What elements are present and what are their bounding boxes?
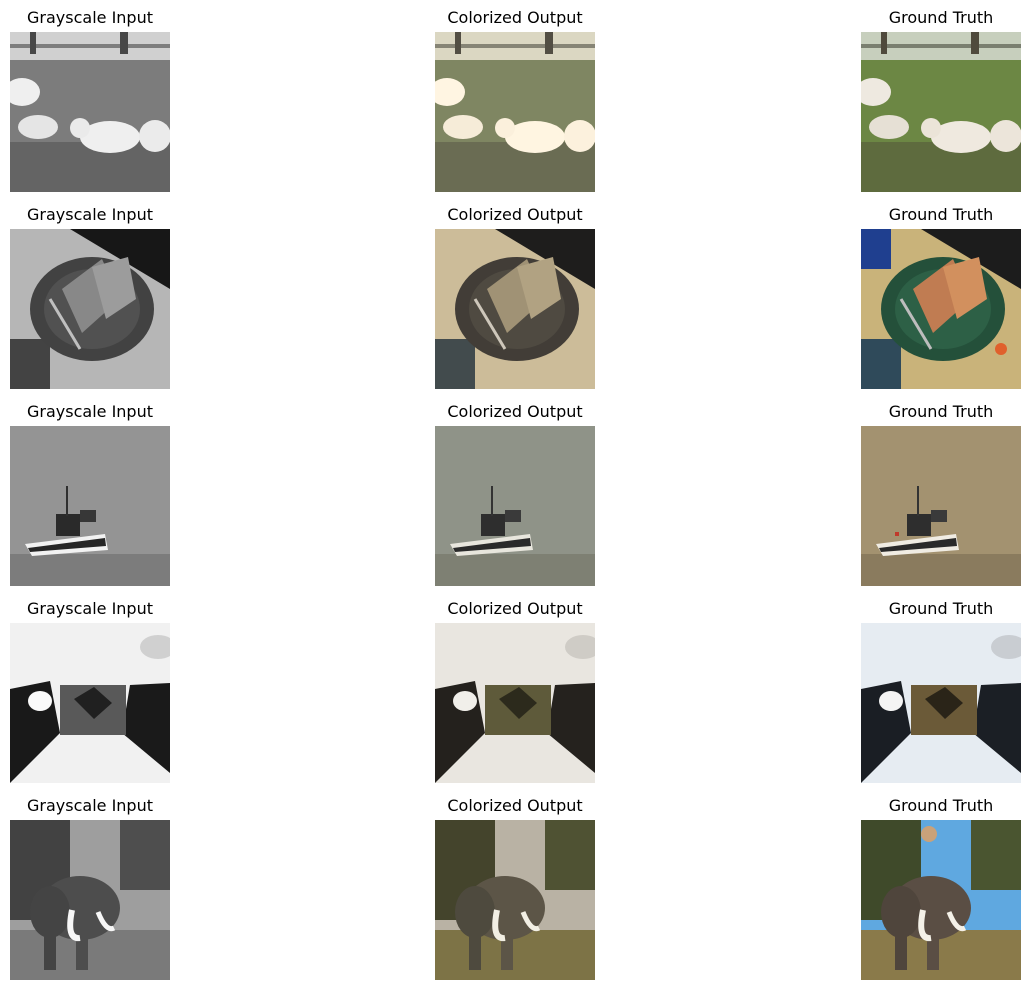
column-title: Grayscale Input [27,599,153,618]
column-title: Grayscale Input [27,796,153,815]
elephant-grayscale-image [10,820,170,980]
sandwich-colorized-image [435,229,595,389]
cows-grayscale-image [10,32,170,192]
column-title: Ground Truth [888,599,994,618]
blanket-ground-truth-image [861,623,1021,783]
column-title: Grayscale Input [27,8,153,27]
cows-ground-truth-image [861,32,1021,192]
column-title: Colorized Output [447,205,583,224]
sandwich-grayscale-image [10,229,170,389]
elephant-ground-truth-image [861,820,1021,980]
boat-grayscale-image [10,426,170,586]
blanket-grayscale-image [10,623,170,783]
column-title: Grayscale Input [27,205,153,224]
column-title: Ground Truth [888,205,994,224]
column-title: Colorized Output [447,8,583,27]
boat-colorized-image [435,426,595,586]
column-title: Ground Truth [888,796,994,815]
column-title: Ground Truth [888,8,994,27]
boat-ground-truth-image [861,426,1021,586]
column-title: Ground Truth [888,402,994,421]
elephant-colorized-image [435,820,595,980]
column-title: Grayscale Input [27,402,153,421]
cows-colorized-image [435,32,595,192]
column-title: Colorized Output [447,796,583,815]
sandwich-ground-truth-image [861,229,1021,389]
column-title: Colorized Output [447,402,583,421]
column-title: Colorized Output [447,599,583,618]
blanket-colorized-image [435,623,595,783]
